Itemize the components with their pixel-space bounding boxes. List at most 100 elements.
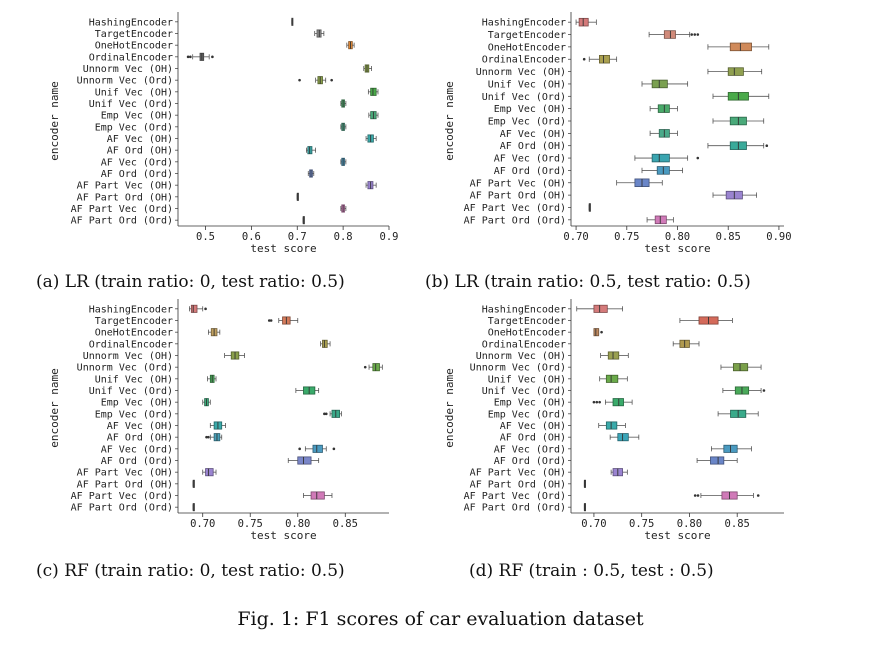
outlier-point [693, 33, 697, 36]
category-label: AF Ord (Ord) [494, 456, 566, 467]
box-iqr [322, 339, 328, 348]
category-label: AF Ord (OH) [107, 146, 173, 157]
box-group [298, 444, 336, 453]
outlier-point [363, 365, 367, 369]
box-iqr [657, 104, 670, 113]
box-group [208, 328, 221, 337]
category-label: AF Part Ord (OH) [470, 191, 566, 202]
category-label: Emp Vec (Ord) [488, 117, 566, 128]
outlier-point [186, 55, 190, 59]
box-group [205, 433, 223, 442]
box-iqr [710, 456, 725, 465]
x-tick-label: 0.85 [333, 518, 358, 530]
category-label: AF Part Ord (Ord) [71, 503, 173, 514]
category-label: Emp Vec (Ord) [95, 409, 173, 420]
category-label: AF Part Vec (Ord) [71, 204, 173, 215]
box-group [599, 374, 628, 383]
category-label: AF Ord (Ord) [494, 166, 566, 177]
box-group [367, 87, 379, 96]
category-label: OneHotEncoder [488, 42, 566, 53]
box-group [712, 190, 758, 200]
box-group [298, 76, 333, 85]
x-axis-label: test score [250, 529, 316, 542]
category-label: OrdinalEncoder [482, 55, 566, 66]
box-group [340, 122, 347, 131]
outlier-point [762, 389, 766, 392]
category-label: Unnorm Vec (OH) [83, 351, 173, 362]
box-group [363, 363, 383, 372]
box-group [368, 111, 379, 120]
box-group [209, 421, 226, 430]
box-group [711, 444, 752, 453]
outlier-point [332, 447, 336, 451]
box-group [192, 479, 195, 488]
box-iqr [372, 363, 380, 372]
category-label: AF Ord (OH) [107, 433, 173, 444]
category-label: OrdinalEncoder [482, 339, 566, 350]
y-axis-label: encoder name [443, 81, 456, 160]
category-label: AF Part Vec (OH) [470, 178, 566, 189]
category-label: AF Part Ord (OH) [470, 479, 566, 490]
category-label: AF Ord (OH) [500, 141, 566, 152]
caption-d: (d) RF (train : 0.5, test : 0.5) [469, 561, 714, 581]
box-group [634, 153, 700, 163]
outlier-point [696, 156, 700, 160]
category-label: TargetEncoder [95, 316, 173, 327]
category-label: AF Ord (OH) [500, 433, 566, 444]
box-group [592, 398, 633, 407]
outlier-point [600, 330, 603, 334]
category-label: Unif Vec (OH) [95, 374, 173, 385]
box-group [583, 503, 586, 512]
caption-b: (b) LR (train ratio: 0.5, test ratio: 0.… [425, 272, 751, 292]
category-label: Emp Vec (OH) [101, 111, 173, 122]
outlier-point [592, 400, 596, 404]
outlier-point [298, 447, 301, 451]
box-iqr [605, 374, 619, 383]
box-iqr [370, 87, 377, 96]
outlier-point [696, 494, 700, 497]
y-axis-label: encoder name [48, 81, 61, 160]
box-iqr [190, 304, 198, 313]
box-iqr [205, 468, 214, 477]
box-iqr [312, 444, 323, 453]
box-group [600, 351, 629, 360]
outlier-point [269, 319, 273, 322]
caption-c: (c) RF (train ratio: 0, test ratio: 0.5) [36, 561, 345, 581]
x-tick-label: 0.80 [285, 518, 310, 530]
outlier-point [207, 435, 210, 439]
category-label: Unif Vec (Ord) [482, 92, 566, 103]
box-iqr [727, 67, 744, 76]
box-iqr [593, 304, 608, 313]
box-iqr [605, 421, 618, 430]
box-group [202, 468, 217, 477]
box-group [576, 304, 623, 313]
outlier-point [298, 78, 301, 82]
box-group [207, 374, 217, 383]
x-tick-label: 0.7 [288, 231, 307, 243]
box-group [320, 339, 331, 348]
outlier-point [323, 412, 326, 416]
outlier-point [267, 319, 271, 322]
category-label: AF Part Ord (OH) [77, 192, 173, 203]
outlier-point [690, 33, 693, 36]
box-group [267, 316, 299, 325]
category-label: AF Vec (Ord) [494, 444, 566, 455]
category-label: OneHotEncoder [488, 328, 566, 339]
box-group [707, 141, 769, 150]
category-label: AF Part Vec (Ord) [71, 491, 173, 502]
box-group [287, 456, 320, 465]
box-iqr [593, 328, 600, 337]
box-group [340, 204, 347, 213]
caption-a: (a) LR (train ratio: 0, test ratio: 0.5) [36, 272, 345, 292]
x-tick-label: 0.70 [581, 518, 606, 530]
box-group [346, 41, 355, 50]
x-tick-label: 0.80 [677, 518, 702, 530]
box-group [295, 386, 320, 395]
box-group [696, 456, 738, 465]
category-label: Unif Vec (OH) [488, 374, 566, 385]
category-label: Unnorm Vec (Ord) [77, 76, 173, 87]
category-label: AF Vec (OH) [107, 421, 173, 432]
